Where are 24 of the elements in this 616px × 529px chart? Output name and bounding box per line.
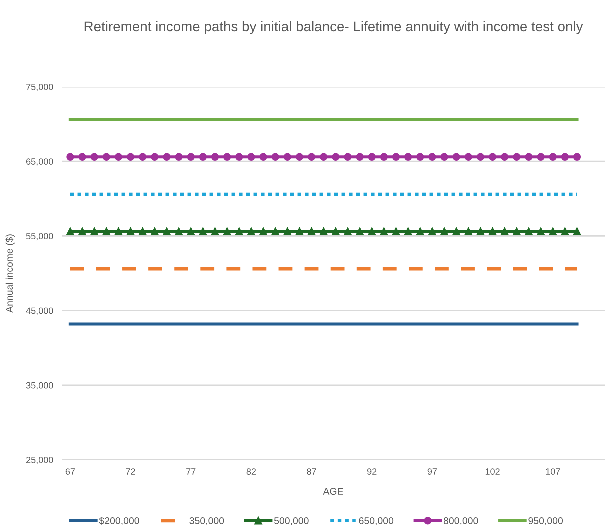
y-tick-label: 25,000 (26, 456, 54, 464)
x-tick-label: 67 (66, 468, 76, 475)
x-tick-label: 107 (546, 468, 560, 475)
x-tick-label: 97 (428, 468, 438, 475)
x-tick-label: 92 (368, 468, 377, 475)
x-tick-label: 87 (307, 468, 316, 475)
y-tick-label: 35,000 (26, 382, 54, 390)
legend-label: 950,000 (528, 517, 564, 526)
x-axis-title: AGE (323, 488, 344, 495)
x-tick-label: 72 (126, 468, 136, 475)
y-tick-label: 55,000 (26, 233, 54, 241)
legend-label: 500,000 (274, 517, 309, 526)
y-tick-label: 75,000 (26, 84, 54, 92)
y-tick-label: 65,000 (26, 158, 54, 166)
legend-label: 800,000 (444, 517, 478, 526)
chart-title: Retirement income paths by initial balance- Lifetime annuity with income test only (84, 21, 584, 34)
legend-label: 350,000 (190, 517, 224, 526)
legend-label: 650,000 (359, 517, 394, 526)
y-axis-title: Annual income ($) (6, 234, 15, 313)
y-tick-label: 45,000 (26, 308, 54, 316)
x-tick-label: 77 (186, 468, 196, 475)
x-tick-label: 82 (246, 468, 256, 475)
legend-label: $200,000 (99, 517, 140, 526)
x-tick-label: 102 (486, 468, 500, 475)
